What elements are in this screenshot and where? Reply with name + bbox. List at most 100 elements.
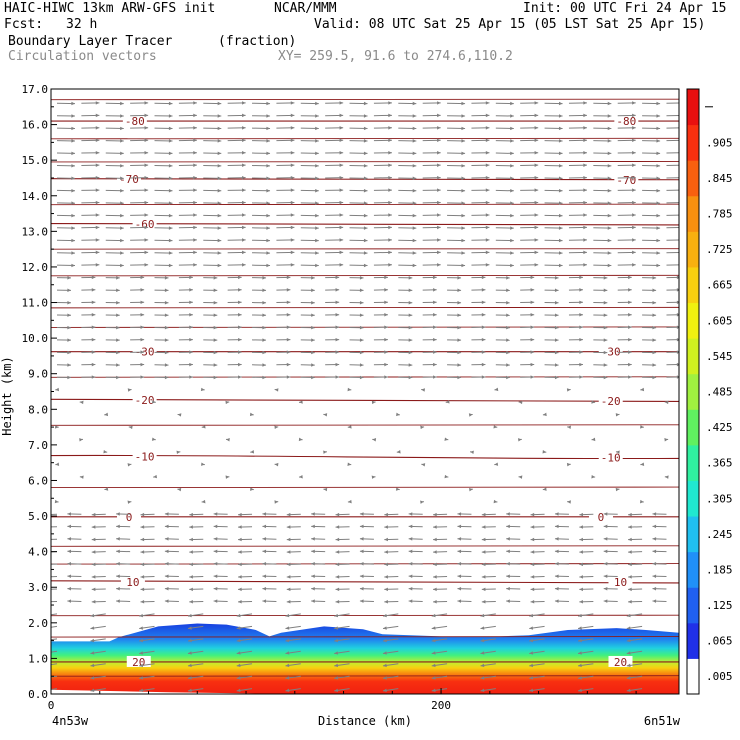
wind-vector-head — [554, 276, 559, 280]
wind-vector-head — [510, 201, 514, 205]
wind-vector-head — [236, 663, 241, 668]
wind-vector-head — [359, 586, 364, 591]
wind-vector-head — [335, 375, 340, 379]
wind-vector-head — [412, 151, 417, 156]
wind-vector-head — [193, 101, 197, 105]
wind-vector-head — [681, 188, 685, 191]
wind-vector-head — [534, 113, 539, 118]
wind-vector-head — [431, 663, 436, 668]
wind-vector-head — [236, 613, 241, 618]
wind-vector-head — [262, 325, 267, 330]
wind-vector-head — [290, 225, 295, 230]
wind-vector-head — [534, 225, 539, 230]
wind-vector-head — [193, 225, 197, 230]
wind-vector-head — [383, 651, 387, 655]
wind-vector-head — [187, 626, 192, 630]
wind-vector-head — [213, 325, 218, 330]
wind-vector-head — [339, 263, 344, 267]
wind-vector-head — [420, 500, 424, 504]
wind-vector-head — [384, 562, 388, 567]
isotherm-label: -20 — [601, 395, 621, 408]
wind-vector-head — [140, 325, 145, 329]
wind-vector-head — [140, 550, 145, 554]
wind-vector-head — [384, 600, 388, 604]
wind-vector-head — [335, 587, 340, 592]
wind-vector-head — [242, 175, 246, 180]
wind-vector-head — [359, 363, 364, 367]
wind-vector-head — [567, 500, 571, 504]
isotherm-line — [51, 326, 679, 328]
wind-vector-head — [603, 313, 608, 317]
wind-vector-head — [632, 200, 636, 205]
wind-vector-head — [480, 626, 485, 630]
wind-vector-head — [628, 362, 632, 367]
wind-vector-head — [554, 512, 559, 516]
wind-vector-head — [628, 512, 632, 517]
isotherm-label-bg — [120, 575, 145, 587]
wind-vector-head — [285, 626, 290, 630]
wind-vector-head — [461, 238, 466, 243]
wind-vector-head — [213, 375, 218, 380]
wind-vector-head — [457, 537, 462, 541]
wind-vector-head — [90, 613, 95, 618]
x-end-label: 6n51w — [644, 714, 681, 728]
wind-vector-head — [334, 663, 339, 668]
wind-vector-head — [311, 512, 315, 516]
wind-vector-head — [607, 176, 612, 180]
wind-vector-head — [67, 524, 72, 529]
y-tick-label: 12.0 — [22, 261, 49, 274]
wind-vector-head — [408, 276, 413, 280]
wind-vector-head — [262, 300, 267, 305]
wind-vector-head — [363, 201, 368, 205]
wind-vector-head — [290, 213, 295, 217]
isotherm-label: 0 — [598, 511, 605, 524]
wind-vector-head — [542, 412, 547, 417]
wind-vector-head — [530, 562, 535, 567]
wind-vector-head — [681, 126, 685, 129]
wind-vector-head — [388, 163, 392, 167]
wind-vector-head — [140, 587, 145, 592]
wind-vector-head — [603, 276, 608, 280]
wind-vector-head — [42, 639, 46, 642]
wind-vector-head — [437, 188, 441, 192]
y-tick-label: 17.0 — [22, 83, 49, 96]
wind-vector-head — [238, 562, 242, 567]
y-axis-label: Height (km) — [0, 356, 14, 435]
wind-vector-head — [437, 126, 441, 130]
wind-vector-head — [193, 175, 197, 180]
isotherm-label: -30 — [601, 346, 621, 359]
wind-vector-head — [388, 263, 392, 267]
wind-vector-head — [485, 188, 490, 192]
wind-vector-head — [189, 575, 193, 579]
wind-vector-head — [681, 201, 685, 204]
wind-vector-head — [286, 337, 291, 342]
wind-vector-head — [250, 487, 254, 491]
wind-vector-head — [457, 288, 462, 293]
wind-vector-head — [242, 188, 246, 192]
wind-vector-head — [481, 512, 486, 517]
colorbar-label: .725 — [706, 243, 733, 256]
wind-vector-head — [144, 151, 149, 155]
wind-vector-head — [226, 438, 230, 442]
wind-vector-head — [189, 288, 193, 292]
wind-vector-head — [95, 238, 100, 242]
wind-vector-head — [238, 337, 242, 342]
wind-vector-head — [583, 225, 587, 230]
wind-vector-head — [579, 350, 583, 354]
wind-vector-head — [554, 288, 559, 293]
wind-vector-head — [652, 574, 657, 578]
wind-vector-head — [481, 325, 486, 329]
wind-vector-head — [213, 300, 218, 305]
wind-vector-head — [433, 375, 437, 379]
isotherm-line — [51, 137, 679, 140]
wind-vector-head — [335, 337, 340, 342]
wind-vector-head — [140, 562, 145, 567]
wind-vector-head — [652, 549, 657, 554]
wind-vector-head — [506, 363, 510, 367]
wind-vector-head — [55, 387, 60, 392]
wind-vector-head — [120, 139, 124, 143]
wind-vector-head — [193, 151, 197, 155]
wind-vector-head — [225, 475, 230, 479]
wind-vector-head — [363, 101, 368, 106]
wind-vector-head — [384, 313, 388, 317]
